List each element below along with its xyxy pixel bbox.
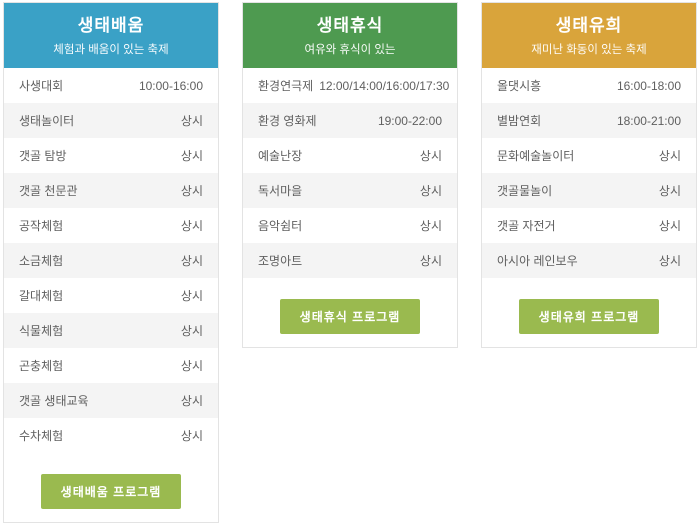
program-time: 16:00-18:00 — [616, 78, 681, 93]
program-name: 소금체험 — [19, 254, 64, 268]
table-row: 올댓시흥 16:00-18:00 — [482, 68, 696, 103]
program-time: 상시 — [419, 184, 442, 198]
program-name: 갯골 생태교육 — [19, 394, 89, 408]
table-row: 별밤연회 18:00-21:00 — [482, 103, 696, 138]
program-name: 음악쉼터 — [258, 219, 303, 233]
program-time: 상시 — [658, 149, 681, 163]
table-row: 독서마을 상시 — [243, 173, 457, 208]
program-time: 19:00-22:00 — [377, 113, 442, 128]
button-area: 생태유희 프로그램 — [482, 278, 696, 347]
program-time: 12:00/14:00/16:00/17:30 — [319, 78, 450, 93]
card-header-eco-play: 생태유희 재미난 화동이 있는 축제 — [482, 3, 696, 68]
card-eco-learning: 생태배움 체험과 배움이 있는 축제 사생대회 10:00-16:00 생태놀이… — [3, 2, 219, 523]
eco-rest-program-button[interactable]: 생태휴식 프로그램 — [279, 299, 421, 334]
eco-play-program-button[interactable]: 생태유희 프로그램 — [518, 299, 660, 334]
program-time: 10:00-16:00 — [138, 78, 203, 93]
program-name: 갯골 자전거 — [497, 219, 556, 233]
program-name: 환경 영화제 — [258, 114, 317, 128]
table-row: 생태놀이터 상시 — [4, 103, 218, 138]
program-name: 갈대체험 — [19, 289, 64, 303]
table-row: 아시아 레인보우 상시 — [482, 243, 696, 278]
program-time: 상시 — [180, 289, 203, 303]
program-name: 문화예술놀이터 — [497, 149, 575, 163]
program-name: 갯골 천문관 — [19, 184, 78, 198]
table-row: 수차체험 상시 — [4, 418, 218, 453]
program-time: 상시 — [419, 219, 442, 233]
card-subtitle: 체험과 배움이 있는 축제 — [53, 44, 169, 57]
card-eco-rest: 생태휴식 여유와 휴식이 있는 환경연극제 12:00/14:00/16:00/… — [242, 2, 458, 348]
program-time: 상시 — [180, 254, 203, 268]
program-name: 사생대회 — [19, 79, 64, 93]
table-row: 갯골 생태교육 상시 — [4, 383, 218, 418]
card-subtitle: 재미난 화동이 있는 축제 — [531, 44, 647, 57]
table-row: 공작체험 상시 — [4, 208, 218, 243]
program-name: 예술난장 — [258, 149, 303, 163]
program-time: 상시 — [180, 324, 203, 338]
program-time: 상시 — [180, 184, 203, 198]
table-row: 사생대회 10:00-16:00 — [4, 68, 218, 103]
table-row: 곤충체험 상시 — [4, 348, 218, 383]
table-row: 예술난장 상시 — [243, 138, 457, 173]
program-name: 환경연극제 — [258, 79, 314, 93]
program-list: 올댓시흥 16:00-18:00 별밤연회 18:00-21:00 문화예술놀이… — [482, 68, 696, 278]
program-name: 공작체험 — [19, 219, 64, 233]
table-row: 식물체험 상시 — [4, 313, 218, 348]
table-row: 문화예술놀이터 상시 — [482, 138, 696, 173]
card-title: 생태휴식 — [316, 16, 384, 35]
card-header-eco-rest: 생태휴식 여유와 휴식이 있는 — [243, 3, 457, 68]
program-time: 상시 — [180, 359, 203, 373]
button-area: 생태휴식 프로그램 — [243, 278, 457, 347]
program-time: 상시 — [180, 114, 203, 128]
program-time: 상시 — [419, 149, 442, 163]
program-time: 상시 — [658, 254, 681, 268]
program-time: 상시 — [180, 219, 203, 233]
table-row: 환경 영화제 19:00-22:00 — [243, 103, 457, 138]
program-name: 곤충체험 — [19, 359, 64, 373]
program-name: 수차체험 — [19, 429, 64, 443]
table-row: 조명아트 상시 — [243, 243, 457, 278]
table-row: 갯골 천문관 상시 — [4, 173, 218, 208]
program-name: 갯골 탐방 — [19, 149, 67, 163]
program-name: 아시아 레인보우 — [497, 254, 578, 268]
program-time: 상시 — [180, 394, 203, 408]
program-time: 상시 — [180, 149, 203, 163]
program-time: 상시 — [180, 429, 203, 443]
program-list: 사생대회 10:00-16:00 생태놀이터 상시 갯골 탐방 상시 갯골 천문… — [4, 68, 218, 453]
program-name: 갯골물놀이 — [497, 184, 553, 198]
program-name: 식물체험 — [19, 324, 64, 338]
table-row: 갯골 자전거 상시 — [482, 208, 696, 243]
program-time: 상시 — [658, 219, 681, 233]
card-subtitle: 여유와 휴식이 있는 — [304, 44, 396, 57]
program-time: 18:00-21:00 — [616, 113, 681, 128]
program-list: 환경연극제 12:00/14:00/16:00/17:30 환경 영화제 19:… — [243, 68, 457, 278]
card-title: 생태유희 — [555, 16, 623, 35]
table-row: 소금체험 상시 — [4, 243, 218, 278]
program-name: 올댓시흥 — [497, 79, 542, 93]
program-name: 독서마을 — [258, 184, 303, 198]
table-row: 환경연극제 12:00/14:00/16:00/17:30 — [243, 68, 457, 103]
table-row: 음악쉼터 상시 — [243, 208, 457, 243]
eco-learning-program-button[interactable]: 생태배움 프로그램 — [40, 474, 182, 509]
program-name: 조명아트 — [258, 254, 303, 268]
program-name: 별밤연회 — [497, 114, 542, 128]
program-name: 생태놀이터 — [19, 114, 75, 128]
program-time: 상시 — [658, 184, 681, 198]
table-row: 갯골 탐방 상시 — [4, 138, 218, 173]
button-area: 생태배움 프로그램 — [4, 453, 218, 522]
card-eco-play: 생태유희 재미난 화동이 있는 축제 올댓시흥 16:00-18:00 별밤연회… — [481, 2, 697, 348]
card-header-eco-learning: 생태배움 체험과 배움이 있는 축제 — [4, 3, 218, 68]
card-title: 생태배움 — [77, 16, 145, 35]
table-row: 갈대체험 상시 — [4, 278, 218, 313]
table-row: 갯골물놀이 상시 — [482, 173, 696, 208]
program-time: 상시 — [419, 254, 442, 268]
